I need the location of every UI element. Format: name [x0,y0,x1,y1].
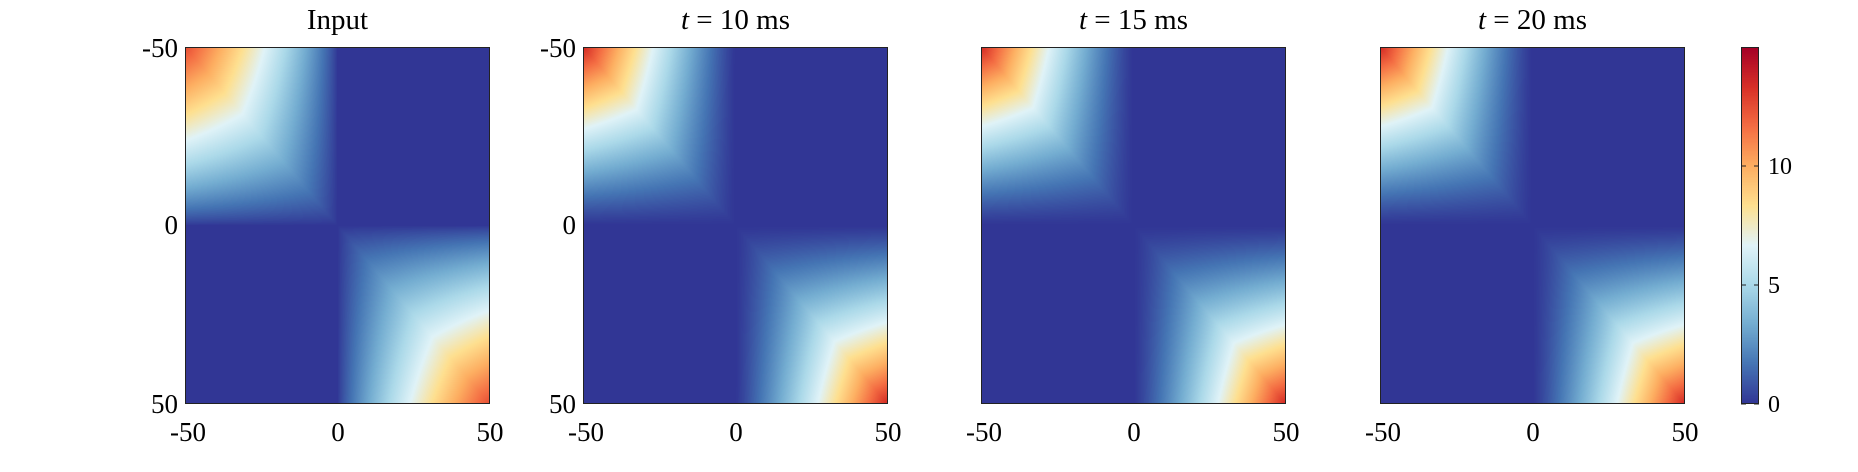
heatmap-t10 [583,47,888,404]
heatmap-input [185,47,490,404]
x-tick-label: 0 [1526,417,1540,447]
colorbar [1741,47,1759,404]
heatmap-frame [185,47,490,404]
y-tick-label: 50 [549,389,576,419]
y-tick-label: 0 [164,210,179,240]
title-text: = 10 ms [689,4,790,36]
colorbar-tick-label: 10 [1768,154,1792,180]
x-tick-label: 50 [1671,417,1699,447]
x-tick-label: 50 [1272,417,1300,447]
title-text: = 15 ms [1087,4,1188,36]
y-tick-label: -50 [540,33,576,63]
colorbar-frame [1741,47,1759,404]
title-text: = 20 ms [1486,4,1587,36]
heatmap-frame [583,47,888,404]
x-tick-label: -50 [966,417,1002,447]
title-variable: t [1477,4,1487,36]
x-tick-label: 0 [1127,417,1141,447]
title-variable: t [1078,4,1088,36]
panel-title-t15: t = 15 ms [981,0,1286,40]
y-tick-label: 0 [562,210,577,240]
x-tick-label: -50 [170,417,206,447]
x-tick-label: 0 [729,417,743,447]
x-tick-label: -50 [568,417,604,447]
colorbar-tick-label: 0 [1768,392,1780,418]
heatmap-t15 [981,47,1286,404]
heatmap-t20 [1380,47,1685,404]
panel-title-t20: t = 20 ms [1380,0,1685,40]
x-tick-label: 50 [874,417,902,447]
panel-title-t10: t = 10 ms [583,0,888,40]
heatmap-frame [981,47,1286,404]
y-tick-label: 50 [151,389,178,419]
heatmap-frame [1380,47,1685,404]
x-tick-label: 0 [331,417,345,447]
y-tick-label: -50 [142,33,178,63]
x-tick-label: -50 [1365,417,1401,447]
panel-title-input: Input [306,4,369,36]
x-tick-label: 50 [476,417,504,447]
title-variable: t [680,4,690,36]
colorbar-tick-label: 5 [1768,273,1780,299]
